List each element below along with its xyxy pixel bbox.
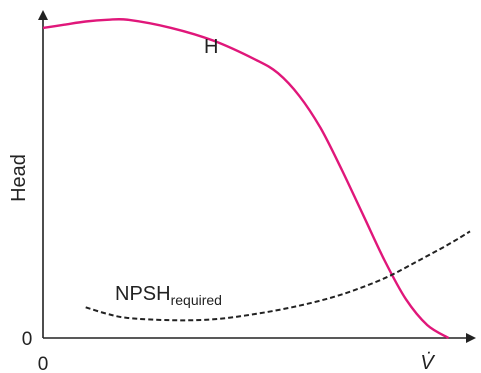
npsh-label-main: NPSH	[115, 283, 171, 305]
x-axis-label: V̇	[420, 352, 435, 373]
y-axis-label: Head	[8, 154, 30, 202]
h-series-label: H	[204, 36, 218, 58]
npsh-curve	[85, 230, 471, 322]
y-origin-label: 0	[22, 329, 33, 350]
npsh-series-label: NPSHrequired	[115, 283, 222, 308]
x-origin-label: 0	[38, 354, 49, 373]
npsh-label-subscript: required	[171, 292, 222, 308]
h-curve	[42, 17, 450, 340]
